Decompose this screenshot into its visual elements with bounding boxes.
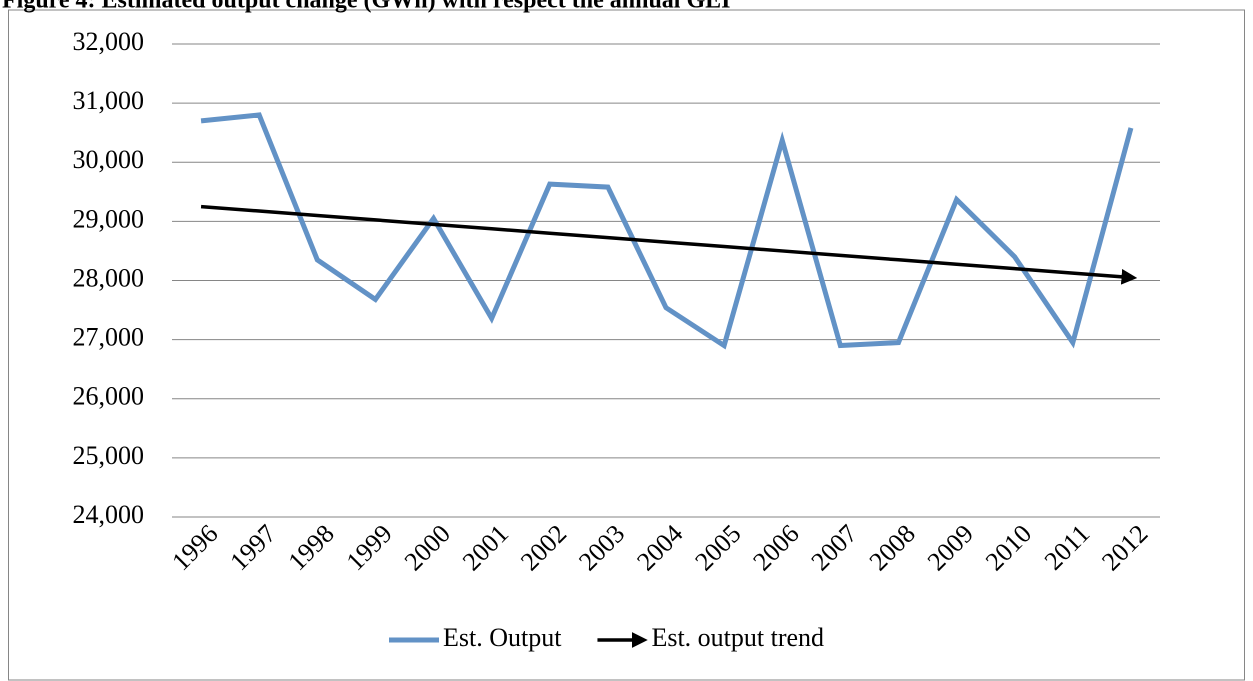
x-tick-label: 2004 xyxy=(631,519,688,576)
y-tick-label: 29,000 xyxy=(73,204,145,233)
series-line xyxy=(200,112,1134,350)
x-tick-label: 2009 xyxy=(922,519,979,576)
y-tick-label: 31,000 xyxy=(73,86,145,115)
legend-label: Est. Output xyxy=(443,623,562,652)
y-tick-label: 24,000 xyxy=(73,500,145,529)
chart-frame xyxy=(8,9,1245,681)
legend-label: Est. output trend xyxy=(651,623,824,652)
x-tick-label: 2001 xyxy=(457,519,514,576)
x-tick-label: 2011 xyxy=(1039,519,1096,576)
x-tick-label: 2008 xyxy=(864,519,921,576)
x-tick-label: 2000 xyxy=(399,519,456,576)
y-tick-label: 25,000 xyxy=(73,441,145,470)
x-tick-label: 2002 xyxy=(515,519,572,576)
y-tick-label: 28,000 xyxy=(73,263,145,292)
y-tick-label: 32,000 xyxy=(73,27,145,56)
x-tick-label: 2003 xyxy=(573,519,630,576)
x-tick-label: 2006 xyxy=(747,519,804,576)
y-tick-label: 30,000 xyxy=(73,145,145,174)
x-tick-label: 1998 xyxy=(282,519,339,576)
chart-title: Figure 4: Estimated output change (GWh) … xyxy=(2,0,730,14)
x-tick-label: 2005 xyxy=(689,519,746,576)
x-tick-label: 1996 xyxy=(166,519,223,576)
series-line xyxy=(200,204,1138,285)
y-tick-label: 26,000 xyxy=(73,382,145,411)
x-tick-label: 2012 xyxy=(1096,519,1153,576)
x-tick-label: 1999 xyxy=(341,519,398,576)
y-tick-label: 27,000 xyxy=(73,323,145,352)
x-tick-label: 2010 xyxy=(980,519,1037,576)
x-tick-label: 1997 xyxy=(224,519,281,576)
x-tick-label: 2007 xyxy=(806,519,863,576)
